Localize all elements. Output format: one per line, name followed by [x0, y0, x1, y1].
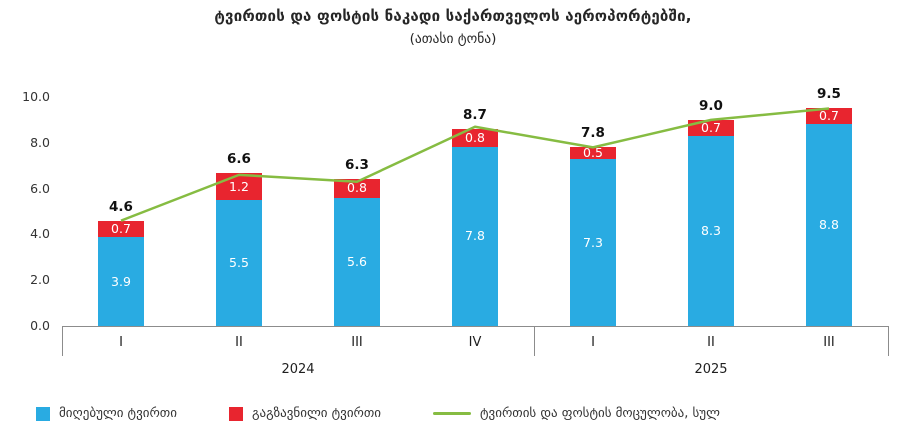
category-label: II — [707, 335, 715, 350]
bar-value-sent: 0.8 — [347, 180, 367, 196]
axis-group-separator — [62, 326, 63, 356]
bar-value-sent: 0.7 — [819, 108, 839, 124]
total-label: 7.8 — [581, 125, 605, 142]
year-label: 2025 — [694, 362, 728, 377]
bar-received — [216, 200, 262, 326]
year-label: 2024 — [281, 362, 315, 377]
y-axis-tick-label: 8.0 — [30, 134, 50, 150]
category-label: I — [119, 335, 123, 350]
bar-value-received: 8.8 — [819, 217, 839, 233]
category-label: IV — [468, 335, 482, 350]
total-line — [120, 107, 830, 222]
bar-received — [452, 147, 498, 326]
category-label: III — [351, 335, 363, 350]
category-label: III — [823, 335, 835, 350]
legend-label-received: მიღებული ტვირთი — [59, 406, 177, 421]
bar-value-sent: 0.7 — [701, 119, 721, 135]
legend-line-swatch-icon — [433, 412, 472, 415]
category-label: II — [235, 335, 243, 350]
bar-sent — [216, 172, 262, 201]
bar-value-received: 3.9 — [111, 273, 131, 289]
bar-sent — [688, 119, 734, 136]
legend: მიღებული ტვირთი გაგზავნილი ტვირთი ტვირთი… — [36, 406, 720, 421]
total-label: 9.0 — [699, 97, 723, 114]
axis-group-separator — [534, 326, 535, 356]
total-label: 6.3 — [345, 157, 369, 174]
x-axis-line — [62, 326, 888, 327]
bar-received — [688, 135, 734, 326]
legend-item-total-line: ტვირთის და ფოსტის მოცულობა, სულ — [433, 406, 720, 421]
chart-title: ტვირთის და ფოსტის ნაკადი საქართველოს აერ… — [214, 7, 692, 25]
bar-received — [98, 236, 144, 326]
category-label: I — [591, 335, 595, 350]
bar-value-received: 5.5 — [229, 255, 249, 271]
bar-value-received: 5.6 — [347, 253, 367, 269]
bar-sent — [806, 108, 852, 125]
total-label: 8.7 — [463, 107, 487, 124]
bar-value-sent: 0.5 — [583, 145, 603, 161]
y-axis-tick-label: 4.0 — [30, 226, 50, 242]
bar-sent — [334, 179, 380, 198]
legend-item-sent: გაგზავნილი ტვირთი — [228, 406, 382, 421]
y-axis-tick-label: 0.0 — [30, 318, 50, 333]
bar-sent — [452, 129, 498, 148]
plot-area: 10.0 8.0 6.0 4.0 2.0 0.0 I II III IV I II III 2024 202… — [22, 86, 889, 377]
y-axis-tick-label: 2.0 — [30, 272, 50, 288]
bar-value-sent: 0.8 — [465, 130, 485, 146]
bar-received — [806, 124, 852, 326]
bar-value-received: 7.3 — [583, 234, 603, 250]
bar-value-received: 7.8 — [465, 228, 485, 244]
bar-value-sent: 0.7 — [111, 220, 131, 236]
legend-label-sent: გაგზავნილი ტვირთი — [251, 406, 382, 421]
bar-value-received: 8.3 — [701, 222, 721, 238]
total-label: 4.6 — [109, 198, 133, 215]
legend-item-received: მიღებული ტვირთი — [36, 406, 177, 421]
bar-value-sent: 1.2 — [229, 178, 249, 194]
chart-subtitle: (ათასი ტონა) — [409, 31, 497, 47]
y-axis-tick-label: 6.0 — [30, 180, 50, 196]
total-label: 9.5 — [817, 86, 841, 103]
legend-swatch-sent-icon — [228, 406, 243, 421]
legend-swatch-received-icon — [36, 406, 50, 421]
bar-received — [570, 158, 616, 326]
bar-sent — [98, 220, 144, 237]
legend-label-total-line: ტვირთის და ფოსტის მოცულობა, სულ — [480, 406, 720, 421]
bar-received — [334, 197, 380, 326]
y-axis-tick-label: 10.0 — [22, 89, 50, 104]
total-label: 6.6 — [227, 150, 251, 167]
axis-group-separator — [888, 326, 889, 356]
bar-sent — [570, 147, 616, 159]
